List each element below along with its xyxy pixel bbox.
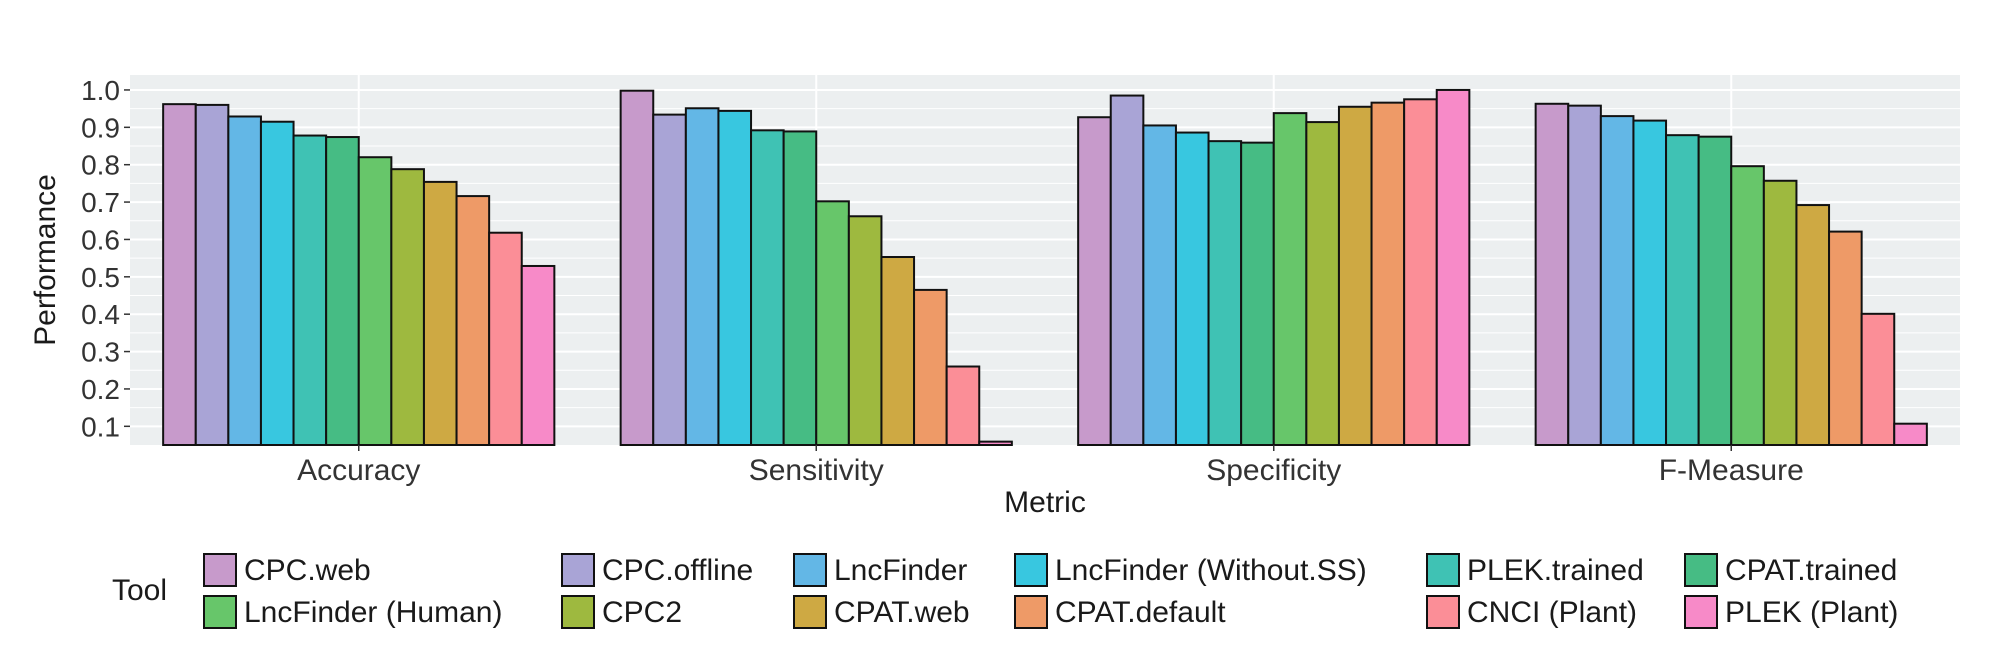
legend-label: LncFinder	[834, 554, 967, 587]
legend: Tool CPC.web CPC.offline LncFinder LncFinde…	[112, 553, 1898, 629]
bar-accuracy-2	[194, 103, 230, 446]
bars-layer	[162, 88, 1928, 447]
bar-specificity-6	[1240, 141, 1275, 447]
bar-accuracy-5	[292, 134, 328, 447]
x-tick-label: Sensitivity	[749, 454, 884, 487]
bar-f-measure-8	[1762, 179, 1798, 446]
legend-swatch	[561, 595, 595, 629]
legend-title: Tool	[112, 574, 167, 607]
bar-accuracy-11	[488, 231, 523, 446]
bar-f-measure-10	[1828, 230, 1863, 446]
y-axis: 0.1 0.2 0.3 0.4 0.5 0.6 0.7 0.8 0.9 1.0	[81, 75, 130, 442]
x-tick-label: Accuracy	[297, 454, 420, 487]
y-axis-title: Performance	[29, 174, 62, 346]
legend-swatch	[203, 553, 237, 587]
bar-f-measure-11	[1860, 312, 1896, 446]
legend-swatch	[1426, 553, 1460, 587]
bar-sensitivity-11	[945, 365, 981, 446]
bar-accuracy-10	[455, 195, 491, 446]
bar-f-measure-5	[1665, 134, 1700, 446]
legend-label: CPAT.web	[834, 596, 970, 629]
bar-f-measure-7	[1730, 165, 1765, 446]
bar-f-measure-4	[1632, 119, 1668, 447]
legend-label: CNCI (Plant)	[1467, 596, 1637, 629]
x-axis: Accuracy Sensitivity Specificity F-Measure	[297, 445, 1804, 487]
x-axis-title: Metric	[1004, 486, 1086, 519]
bar-accuracy-1	[162, 103, 197, 446]
bar-specificity-5	[1207, 140, 1243, 446]
legend-swatch	[561, 553, 595, 587]
y-tick-label: 0.3	[81, 337, 120, 368]
bar-f-measure-12	[1893, 422, 1928, 446]
bar-sensitivity-1	[619, 89, 655, 447]
legend-swatch	[203, 595, 237, 629]
bar-specificity-4	[1174, 131, 1210, 447]
bar-sensitivity-8	[847, 215, 883, 446]
bar-specificity-3	[1142, 124, 1177, 446]
legend-swatch	[1426, 595, 1460, 629]
bar-accuracy-3	[227, 115, 262, 446]
legend-label: LncFinder (Without.SS)	[1055, 554, 1367, 587]
x-tick-label: F-Measure	[1659, 454, 1804, 487]
y-tick-label: 1.0	[81, 75, 120, 106]
y-tick-label: 0.2	[81, 374, 120, 405]
legend-label: LncFinder (Human)	[244, 596, 502, 629]
legend-label: CPAT.default	[1055, 596, 1226, 629]
bar-accuracy-8	[390, 168, 425, 446]
bar-accuracy-7	[357, 156, 393, 446]
x-tick-label: Specificity	[1206, 454, 1341, 487]
legend-swatch	[793, 553, 827, 587]
bar-f-measure-1	[1534, 102, 1570, 447]
legend-swatch	[793, 595, 827, 629]
bar-sensitivity-4	[717, 109, 753, 446]
bar-f-measure-6	[1697, 135, 1733, 447]
bar-sensitivity-9	[880, 256, 916, 446]
y-tick-label: 0.6	[81, 224, 120, 255]
y-tick-label: 0.1	[81, 411, 120, 442]
legend-swatch	[1014, 553, 1048, 587]
bar-f-measure-3	[1599, 115, 1635, 446]
bar-accuracy-4	[259, 120, 295, 447]
bar-sensitivity-10	[913, 288, 948, 446]
bar-accuracy-9	[422, 180, 458, 446]
bar-specificity-10	[1370, 101, 1406, 447]
bar-specificity-11	[1403, 98, 1438, 446]
bar-specificity-8	[1305, 121, 1340, 446]
legend-label: CPAT.trained	[1725, 554, 1897, 587]
legend-label: CPC.offline	[602, 554, 753, 587]
y-tick-label: 0.4	[81, 299, 120, 330]
legend-swatch	[1014, 595, 1048, 629]
bar-sensitivity-2	[652, 113, 687, 447]
bar-sensitivity-6	[782, 130, 818, 446]
legend-label: CPC.web	[244, 554, 371, 587]
bar-f-measure-2	[1567, 104, 1602, 447]
bar-accuracy-6	[325, 136, 360, 446]
legend-swatch	[1684, 595, 1718, 629]
bar-f-measure-9	[1795, 204, 1831, 446]
y-tick-label: 0.7	[81, 187, 120, 218]
y-tick-label: 0.5	[81, 262, 120, 293]
bar-sensitivity-7	[815, 200, 850, 446]
y-tick-label: 0.8	[81, 150, 120, 181]
legend-label: PLEK (Plant)	[1725, 596, 1898, 629]
bar-specificity-7	[1272, 112, 1308, 446]
bar-sensitivity-5	[750, 129, 785, 446]
bar-specificity-1	[1077, 116, 1112, 446]
bar-specificity-12	[1435, 88, 1471, 446]
bar-sensitivity-3	[684, 107, 720, 446]
bar-accuracy-12	[520, 264, 556, 446]
legend-swatch	[1684, 553, 1718, 587]
bar-specificity-2	[1109, 94, 1145, 447]
legend-label: PLEK.trained	[1467, 554, 1644, 587]
bar-sensitivity-12	[978, 440, 1013, 446]
legend-label: CPC2	[602, 596, 682, 629]
y-tick-label: 0.9	[81, 112, 120, 143]
bar-specificity-9	[1337, 105, 1373, 447]
